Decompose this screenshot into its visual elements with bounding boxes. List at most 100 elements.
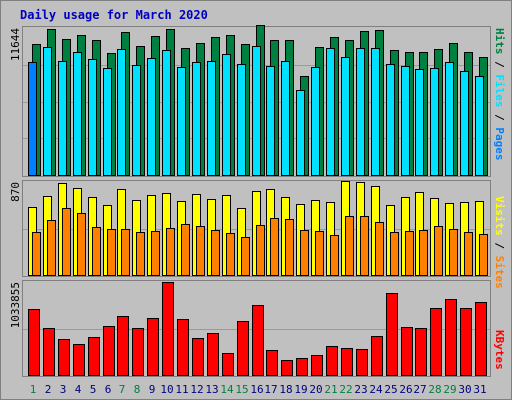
sites-bar-day-21 <box>330 235 339 276</box>
day-label-9: 9 <box>149 383 156 396</box>
files-bar-day-24 <box>371 48 380 176</box>
day-label-25: 25 <box>384 383 397 396</box>
day-label-15: 15 <box>235 383 248 396</box>
files-bar-day-9 <box>147 58 156 176</box>
sites-bar-day-9 <box>151 231 160 276</box>
visits-ymax-label: 870 <box>9 182 22 202</box>
kbytes-bar-day-7 <box>117 316 129 376</box>
day-label-28: 28 <box>428 383 441 396</box>
day-label-29: 29 <box>443 383 456 396</box>
files-bar-day-2 <box>43 47 52 176</box>
day-label-20: 20 <box>309 383 322 396</box>
kbytes-bar-day-8 <box>132 328 144 376</box>
files-bar-day-6 <box>103 68 112 176</box>
files-bar-day-15 <box>237 64 246 176</box>
sites-bar-day-4 <box>77 213 86 276</box>
day-label-6: 6 <box>105 383 112 396</box>
files-bar-day-14 <box>222 54 231 176</box>
day-label-21: 21 <box>324 383 337 396</box>
kbytes-bar-day-13 <box>207 333 219 376</box>
visits-legend: Visits / Sites <box>493 196 506 289</box>
pages-bar-day-1 <box>28 62 37 176</box>
day-label-14: 14 <box>220 383 234 396</box>
files-bar-day-19 <box>296 90 305 176</box>
sites-bar-day-24 <box>375 222 384 276</box>
files-bar-day-27 <box>415 69 424 176</box>
files-bar-day-3 <box>58 61 67 176</box>
sites-bar-day-15 <box>241 237 250 276</box>
kbytes-bar-day-16 <box>252 305 264 376</box>
files-bar-day-5 <box>88 59 97 176</box>
sites-bar-day-8 <box>136 232 145 276</box>
hits-legend: Hits / Files / Pages <box>493 28 506 161</box>
files-bar-day-7 <box>117 49 126 176</box>
files-bar-day-10 <box>162 50 171 176</box>
sites-bar-day-18 <box>285 219 294 276</box>
kbytes-bar-day-11 <box>177 319 189 376</box>
kbytes-panel <box>22 280 491 377</box>
kbytes-bar-day-21 <box>326 346 338 376</box>
files-bar-day-30 <box>460 71 469 176</box>
legend-visits: Visits <box>493 196 506 236</box>
legend-sep: / <box>493 55 506 75</box>
sites-bar-day-25 <box>390 232 399 276</box>
files-bar-day-31 <box>475 76 484 176</box>
sites-bar-day-11 <box>181 224 190 276</box>
files-bar-day-20 <box>311 67 320 176</box>
kbytes-bar-day-18 <box>281 360 293 376</box>
legend-pages: Pages <box>493 127 506 160</box>
sites-bar-day-3 <box>62 208 71 276</box>
files-bar-day-11 <box>177 67 186 176</box>
files-bar-day-23 <box>356 48 365 176</box>
kbytes-bar-day-19 <box>296 358 308 376</box>
kbytes-bar-day-5 <box>88 337 100 376</box>
kbytes-bar-day-15 <box>237 321 249 376</box>
files-bar-day-29 <box>445 62 454 176</box>
legend-kbytes: KBytes <box>493 330 506 370</box>
sites-bar-day-19 <box>300 230 309 276</box>
sites-bar-day-1 <box>32 232 41 276</box>
files-bar-day-21 <box>326 48 335 176</box>
day-label-2: 2 <box>45 383 52 396</box>
visits-panel-frame <box>22 180 491 277</box>
kbytes-bar-day-17 <box>266 350 278 376</box>
kbytes-bar-day-6 <box>103 326 115 376</box>
visits-panel <box>22 180 491 277</box>
bar-marks <box>28 25 488 376</box>
sites-bar-day-6 <box>107 229 116 276</box>
chart-title: Daily usage for March 2020 <box>20 8 208 22</box>
sites-bar-day-10 <box>166 228 175 276</box>
sites-bar-day-27 <box>419 230 428 276</box>
day-label-10: 10 <box>160 383 173 396</box>
files-bar-day-18 <box>281 61 290 176</box>
sites-bar-day-14 <box>226 233 235 276</box>
kbytes-legend: KBytes <box>493 330 506 370</box>
kbytes-bar-day-9 <box>147 318 159 376</box>
kbytes-ymax-label: 1033855 <box>9 282 22 328</box>
kbytes-bar-day-27 <box>415 328 427 376</box>
sites-bar-day-28 <box>434 226 443 276</box>
kbytes-bar-day-31 <box>475 302 487 376</box>
sites-bar-day-23 <box>360 216 369 276</box>
legend-sep: / <box>493 236 506 256</box>
sites-bar-day-16 <box>256 225 265 276</box>
files-bar-day-8 <box>132 65 141 176</box>
kbytes-bar-day-3 <box>58 339 70 376</box>
kbytes-bar-day-30 <box>460 308 472 376</box>
legend-hits: Hits <box>493 28 506 55</box>
day-label-24: 24 <box>369 383 383 396</box>
kbytes-bar-day-1 <box>28 309 40 376</box>
day-label-4: 4 <box>75 383 82 396</box>
sites-bar-day-26 <box>405 231 414 276</box>
day-label-22: 22 <box>339 383 352 396</box>
files-bar-day-22 <box>341 57 350 176</box>
day-labels: 1 2 3 4 5 6 7 8 9 10 11 12 13 14 15 16 17 18 19 20 21 22 23 24 2… <box>30 383 487 396</box>
sites-bar-day-29 <box>449 229 458 276</box>
files-bar-day-4 <box>73 52 82 176</box>
kbytes-bar-day-2 <box>43 328 55 376</box>
day-label-26: 26 <box>399 383 412 396</box>
files-bar-day-28 <box>430 68 439 176</box>
kbytes-bar-day-20 <box>311 355 323 376</box>
day-label-27: 27 <box>413 383 426 396</box>
